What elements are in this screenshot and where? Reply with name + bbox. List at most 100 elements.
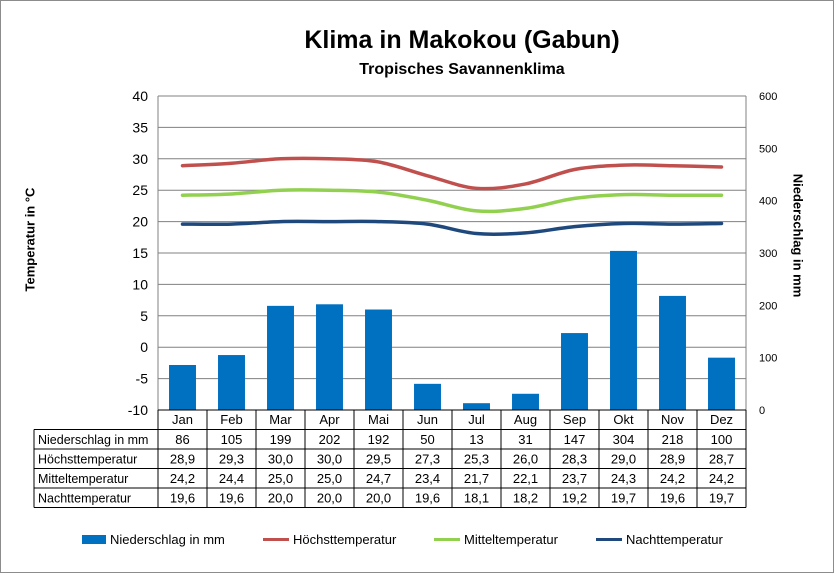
table-cell: 25,0 bbox=[268, 471, 293, 486]
table-cell: 28,9 bbox=[170, 452, 195, 467]
table-cell: 304 bbox=[613, 432, 635, 447]
legend-item-precipitation: Niederschlag in mm bbox=[82, 530, 225, 548]
table-cell: 100 bbox=[711, 432, 733, 447]
y-tick-left: 15 bbox=[132, 245, 148, 261]
bar-precipitation bbox=[659, 295, 686, 410]
table-cell: 18,2 bbox=[513, 491, 538, 506]
table-cell: 19,7 bbox=[709, 491, 734, 506]
y-tick-right: 200 bbox=[759, 300, 777, 312]
y-tick-left: 25 bbox=[132, 182, 148, 198]
x-tick-label: Aug bbox=[514, 412, 537, 427]
y-tick-left: 30 bbox=[132, 151, 148, 167]
x-tick-label: Sep bbox=[563, 412, 586, 427]
x-tick-label: Jan bbox=[172, 412, 193, 427]
x-tick-label: Jun bbox=[417, 412, 438, 427]
table-cell: 19,2 bbox=[562, 491, 587, 506]
legend-item-high-temp: Höchsttemperatur bbox=[263, 530, 396, 548]
legend-swatch-mean-temp bbox=[434, 537, 460, 541]
table-cell: 218 bbox=[662, 432, 684, 447]
y-tick-left: 20 bbox=[132, 214, 148, 230]
table-cell: 28,7 bbox=[709, 452, 734, 467]
table-cell: 20,0 bbox=[268, 491, 293, 506]
y-tick-left: 10 bbox=[132, 276, 148, 292]
bar-precipitation bbox=[267, 305, 294, 410]
table-cell: 29,5 bbox=[366, 452, 391, 467]
table-row-label: Nachttemperatur bbox=[38, 492, 131, 506]
table-cell: 29,0 bbox=[611, 452, 636, 467]
table-cell: 28,9 bbox=[660, 452, 685, 467]
table-cell: 19,6 bbox=[170, 491, 195, 506]
table-cell: 202 bbox=[319, 432, 341, 447]
table-cell: 25,3 bbox=[464, 452, 489, 467]
x-tick-label: Apr bbox=[319, 412, 340, 427]
table-row-label: Höchsttemperatur bbox=[38, 453, 137, 467]
legend-item-mean-temp: Mitteltemperatur bbox=[434, 530, 558, 548]
bar-precipitation bbox=[316, 304, 343, 410]
y-tick-left: -10 bbox=[128, 402, 148, 418]
table-cell: 30,0 bbox=[317, 452, 342, 467]
x-tick-label: Mai bbox=[368, 412, 389, 427]
legend-swatch-night-temp bbox=[596, 537, 622, 541]
x-tick-label: Jul bbox=[468, 412, 485, 427]
x-tick-label: Feb bbox=[220, 412, 242, 427]
bar-precipitation bbox=[218, 355, 245, 410]
y-tick-left: 35 bbox=[132, 119, 148, 135]
y-tick-right: 600 bbox=[759, 91, 777, 103]
legend-label-precipitation: Niederschlag in mm bbox=[110, 531, 225, 547]
table-cell: 50 bbox=[420, 432, 434, 447]
bar-precipitation bbox=[365, 309, 392, 410]
table-cell: 86 bbox=[175, 432, 189, 447]
y-tick-right: 500 bbox=[759, 143, 777, 155]
legend-label-high-temp: Höchsttemperatur bbox=[293, 531, 397, 547]
legend-label-mean-temp: Mitteltemperatur bbox=[464, 531, 558, 547]
table-cell: 20,0 bbox=[366, 491, 391, 506]
table-cell: 24,2 bbox=[170, 471, 195, 486]
legend-item-night-temp: Nachttemperatur bbox=[596, 530, 723, 548]
x-tick-label: Dez bbox=[710, 412, 733, 427]
x-tick-label: Nov bbox=[661, 412, 685, 427]
table-cell: 23,4 bbox=[415, 471, 440, 486]
table-cell: 19,6 bbox=[660, 491, 685, 506]
table-cell: 24,4 bbox=[219, 471, 244, 486]
bar-precipitation bbox=[414, 383, 441, 410]
y-tick-right: 100 bbox=[759, 353, 777, 365]
x-tick-label: Okt bbox=[613, 412, 634, 427]
table-cell: 26,0 bbox=[513, 452, 538, 467]
table-cell: 19,6 bbox=[415, 491, 440, 506]
table-cell: 20,0 bbox=[317, 491, 342, 506]
table-cell: 31 bbox=[518, 432, 532, 447]
legend-label-night-temp: Nachttemperatur bbox=[626, 531, 723, 547]
x-tick-label: Mar bbox=[269, 412, 292, 427]
table-row-label: Niederschlag in mm bbox=[38, 433, 148, 447]
table-cell: 25,0 bbox=[317, 471, 342, 486]
table-cell: 30,0 bbox=[268, 452, 293, 467]
y-tick-right: 400 bbox=[759, 196, 777, 208]
table-cell: 18,1 bbox=[464, 491, 489, 506]
table-cell: 29,3 bbox=[219, 452, 244, 467]
y-tick-right: 300 bbox=[759, 248, 777, 260]
legend-swatch-precipitation bbox=[82, 534, 106, 544]
line-mean-temp bbox=[180, 188, 724, 214]
table-cell: 22,1 bbox=[513, 471, 538, 486]
table-cell: 13 bbox=[469, 432, 483, 447]
table-cell: 24,2 bbox=[660, 471, 685, 486]
table-cell: 21,7 bbox=[464, 471, 489, 486]
line-night-temp bbox=[180, 219, 724, 237]
table-cell: 19,7 bbox=[611, 491, 636, 506]
bar-precipitation bbox=[561, 333, 588, 410]
bar-precipitation bbox=[463, 403, 490, 410]
table-cell: 23,7 bbox=[562, 471, 587, 486]
bar-precipitation bbox=[512, 393, 539, 410]
y-tick-right: 0 bbox=[759, 405, 765, 417]
y-tick-left: 5 bbox=[140, 308, 148, 324]
table-cell: 24,7 bbox=[366, 471, 391, 486]
bar-precipitation bbox=[610, 250, 637, 410]
y-tick-left: 40 bbox=[132, 88, 148, 104]
y-tick-left: 0 bbox=[140, 339, 148, 355]
table-cell: 105 bbox=[221, 432, 243, 447]
table-cell: 19,6 bbox=[219, 491, 244, 506]
table-cell: 192 bbox=[368, 432, 390, 447]
table-cell: 147 bbox=[564, 432, 586, 447]
